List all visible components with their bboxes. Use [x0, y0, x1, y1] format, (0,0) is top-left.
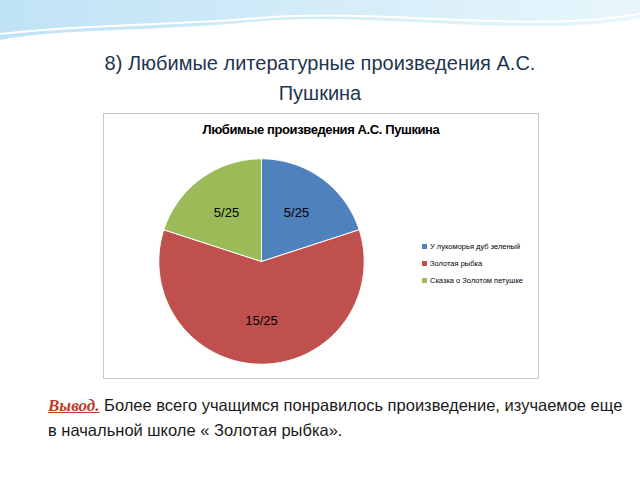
html-text:Золотая рыбка: Золотая рыбка: [430, 259, 483, 268]
svg-text:15/25: 15/25: [245, 313, 278, 328]
html-text:Сказка о Золотом петушке: Сказка о Золотом петушке: [430, 276, 523, 285]
svg-text:5/25: 5/25: [214, 205, 239, 220]
html-text:8) Любимые литературные произв: 8) Любимые литературные произведения А.С…: [104, 52, 536, 104]
html-text:У лукоморья дуб зеленый: У лукоморья дуб зеленый: [430, 242, 521, 251]
svg-text:5/25: 5/25: [284, 205, 309, 220]
html-text:Вывод. Более всего учащимся по: Вывод. Более всего учащимся понравилось …: [48, 396, 623, 439]
html-text:Любимые произведения А.С. Пушк: Любимые произведения А.С. Пушкина: [202, 122, 440, 137]
